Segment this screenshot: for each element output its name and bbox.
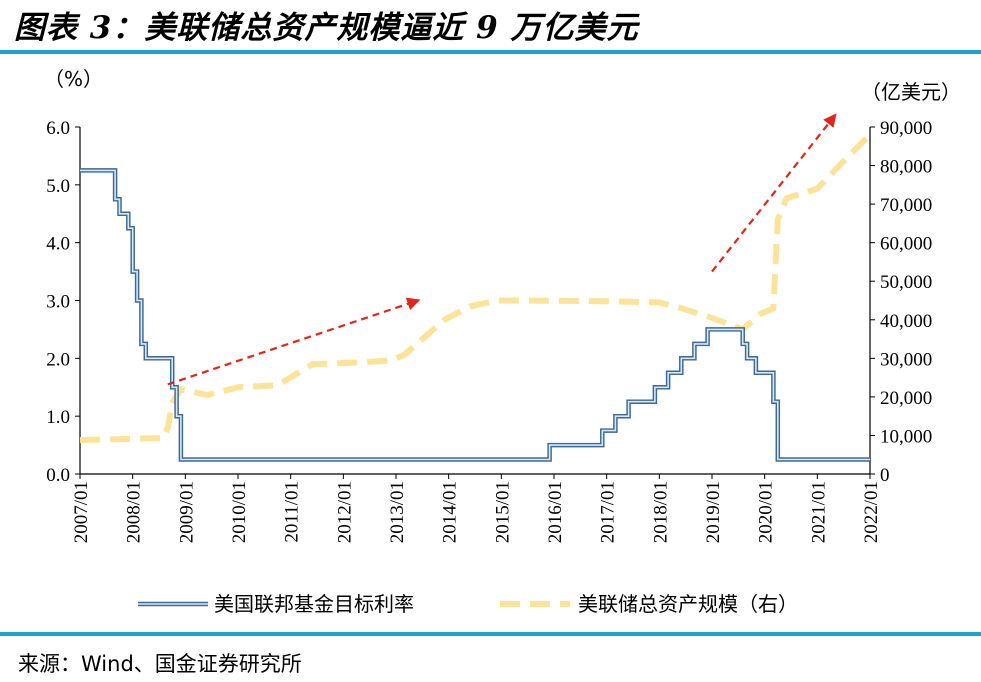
x-tick-label: 2009/01: [176, 481, 197, 543]
left-tick-label: 2.0: [46, 349, 70, 370]
source-note: 来源：Wind、国金证券研究所: [18, 652, 302, 676]
x-tick-label: 2015/01: [492, 481, 513, 543]
x-tick-label: 2017/01: [598, 481, 619, 543]
rate-line-inner: [80, 169, 870, 461]
x-tick-label: 2020/01: [756, 481, 777, 543]
x-tick-label: 2010/01: [229, 481, 250, 543]
x-tick-label: 2012/01: [334, 481, 355, 543]
right-tick-label: 60,000: [880, 234, 932, 255]
left-tick-label: 4.0: [46, 234, 70, 255]
x-tick-label: 2019/01: [703, 481, 724, 543]
assets-line: [79, 132, 873, 444]
x-tick-label: 2013/01: [387, 481, 408, 543]
rate-series: [80, 168, 870, 462]
right-tick-label: 10,000: [880, 426, 932, 447]
right-tick-label: 90,000: [880, 118, 932, 139]
x-tick-label: 2007/01: [71, 481, 92, 543]
x-tick-label: 2022/01: [861, 481, 882, 543]
right-axis-unit: （亿美元）: [861, 80, 961, 104]
right-tick-label: 30,000: [880, 349, 932, 370]
left-tick-label: 3.0: [46, 292, 70, 313]
rate-line-outer: [80, 168, 870, 462]
right-tick-label: 70,000: [880, 195, 932, 216]
axes: 0.0 1.0 2.0 3.0 4.0 5.0 6.0 0 10,000 20,000 30,000…: [44, 67, 961, 543]
figure-title: 图表 3：美联储总资产规模逼近 9 万亿美元: [14, 10, 639, 46]
x-tick-label: 2011/01: [282, 481, 303, 543]
trend-arrow: [711, 113, 837, 273]
assets-series: [79, 132, 873, 444]
left-tick-label: 0.0: [46, 465, 70, 486]
right-tick-label: 50,000: [880, 272, 932, 293]
trend-arrows: [167, 113, 837, 386]
x-tick-label: 2014/01: [440, 481, 461, 543]
right-tick-label: 80,000: [880, 157, 932, 178]
right-tick-label: 20,000: [880, 388, 932, 409]
x-tick-label: 2018/01: [650, 481, 671, 543]
trend-arrow: [167, 297, 421, 386]
left-tick-label: 5.0: [46, 176, 70, 197]
x-tick-label: 2016/01: [545, 481, 566, 543]
chart: 0.0 1.0 2.0 3.0 4.0 5.0 6.0 0 10,000 20,000 30,000…: [44, 67, 961, 616]
right-tick-label: 0: [880, 465, 890, 486]
x-tick-label: 2021/01: [808, 481, 829, 543]
right-tick-label: 40,000: [880, 311, 932, 332]
x-tick-label: 2008/01: [124, 481, 145, 543]
legend-assets-label: 美联储总资产规模（右）: [578, 592, 798, 616]
legend: 美国联邦基金目标利率 美联储总资产规模（右）: [138, 592, 798, 616]
left-tick-label: 1.0: [46, 407, 70, 428]
title-rule: [0, 50, 981, 54]
legend-rate-label: 美国联邦基金目标利率: [214, 592, 414, 616]
source-rule: [0, 632, 981, 636]
left-axis-unit: （%）: [44, 67, 103, 91]
left-tick-label: 6.0: [46, 118, 70, 139]
